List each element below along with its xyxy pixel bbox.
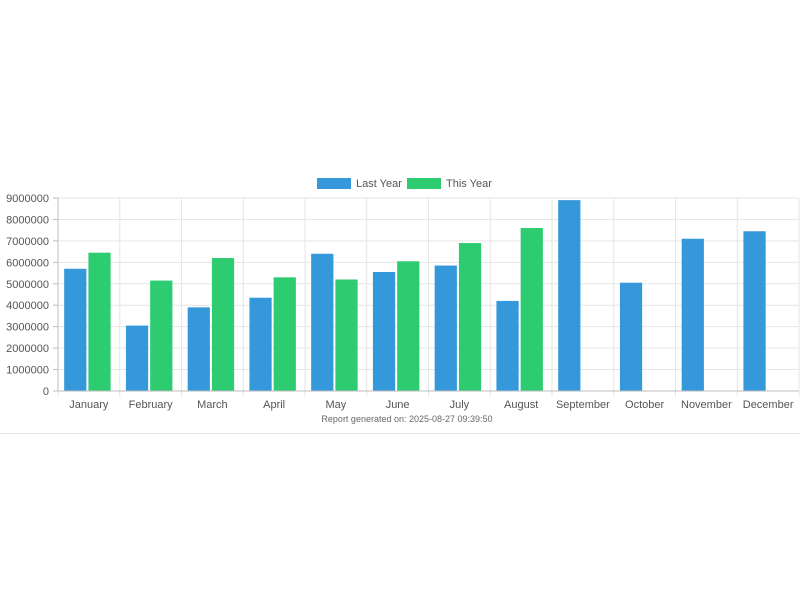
bar-last-year-january[interactable] <box>64 268 87 391</box>
bar-last-year-march[interactable] <box>187 307 210 391</box>
bar-this-year-august[interactable] <box>520 228 543 391</box>
bar-last-year-june[interactable] <box>372 271 396 391</box>
legend-label-this-year: This Year <box>446 178 492 190</box>
y-tick-label: 2000000 <box>6 343 49 355</box>
footer-divider <box>0 433 800 434</box>
bar-chart: Last Year This Year 0 1000000 2000000 30000… <box>6 178 800 424</box>
bar-this-year-june[interactable] <box>397 261 420 391</box>
bars <box>64 200 766 391</box>
x-tick-label: August <box>504 399 538 411</box>
y-tick-label: 5000000 <box>6 279 49 291</box>
bar-last-year-february[interactable] <box>125 325 149 391</box>
y-tick-label: 7000000 <box>6 236 49 248</box>
y-tick-label: 3000000 <box>6 322 49 334</box>
legend: Last Year This Year <box>317 178 492 190</box>
bar-last-year-july[interactable] <box>434 265 457 391</box>
x-tick-label: September <box>556 399 610 411</box>
x-tick-label: April <box>263 399 285 411</box>
bar-last-year-november[interactable] <box>681 238 704 391</box>
y-tick-label: 6000000 <box>6 257 49 269</box>
x-tick-label: December <box>743 399 794 411</box>
bar-last-year-october[interactable] <box>619 282 643 391</box>
axes: 0 1000000 2000000 3000000 4000000 5000000 6000… <box>6 193 800 411</box>
x-tick-label: November <box>681 399 732 411</box>
grid <box>57 197 800 391</box>
x-tick-label: May <box>325 399 346 411</box>
legend-swatch-last-year[interactable] <box>317 178 351 189</box>
x-tick-label: October <box>625 399 664 411</box>
report-generated-footer: Report generated on: 2025-08-27 09:39:50 <box>321 414 492 424</box>
bar-this-year-february[interactable] <box>150 280 173 391</box>
bar-this-year-april[interactable] <box>273 277 296 391</box>
bar-last-year-april[interactable] <box>249 297 272 391</box>
x-tick-label: January <box>69 399 109 411</box>
bar-this-year-may[interactable] <box>335 279 358 391</box>
x-tick-label: June <box>386 399 410 411</box>
x-tick-label: March <box>197 399 228 411</box>
chart-area: Last Year This Year 0 1000000 2000000 30000… <box>0 170 800 432</box>
x-tick-label: February <box>129 399 174 411</box>
y-tick-label: 8000000 <box>6 214 49 226</box>
legend-swatch-this-year[interactable] <box>407 178 441 189</box>
bar-last-year-august[interactable] <box>496 300 519 391</box>
bar-this-year-july[interactable] <box>458 243 482 391</box>
x-tick-label: July <box>450 399 470 411</box>
bar-this-year-march[interactable] <box>211 258 235 391</box>
bar-this-year-january[interactable] <box>88 252 111 391</box>
y-tick-label: 0 <box>43 386 49 398</box>
bar-last-year-may[interactable] <box>311 253 334 391</box>
legend-label-last-year: Last Year <box>356 178 402 190</box>
bar-last-year-september[interactable] <box>558 200 581 391</box>
y-tick-label: 9000000 <box>6 193 49 205</box>
y-tick-label: 1000000 <box>6 365 49 377</box>
y-tick-label: 4000000 <box>6 300 49 312</box>
bar-last-year-december[interactable] <box>743 231 766 391</box>
